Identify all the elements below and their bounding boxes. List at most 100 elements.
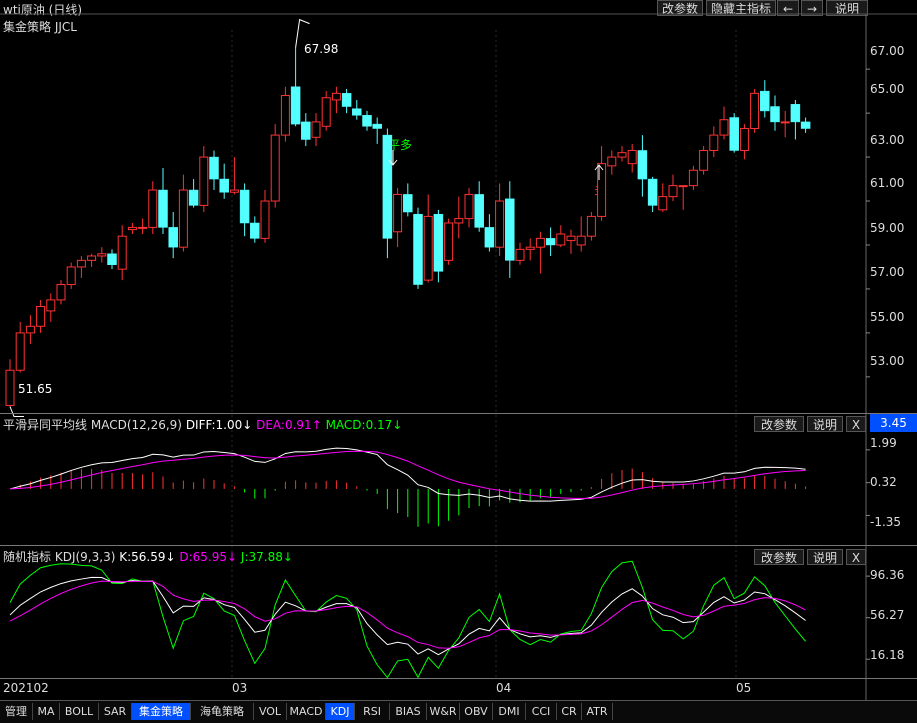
macd-close-icon[interactable]: X <box>846 416 866 432</box>
candle-body-up <box>25 325 35 334</box>
tab-bias[interactable]: BIAS <box>390 703 427 720</box>
candle-body-up <box>260 200 270 239</box>
macd-title: 平滑异同平均线 MACD(12,26,9) DIFF:1.00↓ DEA:0.9… <box>3 416 402 433</box>
d-line <box>9 580 806 649</box>
candle-body-up <box>688 169 698 187</box>
candle-body-up <box>178 189 188 248</box>
candle-body-up <box>607 156 617 167</box>
tab-sar[interactable]: SAR <box>99 703 132 720</box>
kdj-d: D:65.95↓ <box>179 550 238 564</box>
candle-body-up <box>127 226 137 231</box>
tab-kdj[interactable]: KDJ <box>326 703 355 720</box>
candle-body-down <box>729 117 739 151</box>
tab-vol[interactable]: VOL <box>254 703 287 720</box>
tab-boll[interactable]: BOLL <box>60 703 99 720</box>
hide-main-indicator-button[interactable]: 隐藏主指标 <box>706 0 776 16</box>
macd-adjust-params-button[interactable]: 改参数 <box>754 416 804 432</box>
macd-y-label: 0.32 <box>870 475 897 489</box>
kdj-close-icon[interactable]: X <box>846 549 866 565</box>
tab-wr[interactable]: W&R <box>427 703 460 720</box>
candle-body-up <box>525 246 535 250</box>
candle-body-down <box>341 93 352 107</box>
dea-line <box>9 450 806 499</box>
scroll-left-arrow-icon[interactable]: ← <box>777 0 799 16</box>
candle-body-down <box>219 178 229 193</box>
candle-body-up <box>331 92 341 101</box>
high-price-label: 67.98 <box>304 42 339 56</box>
tab-jjcl[interactable]: 集金策略 <box>132 703 191 720</box>
candle-body-up <box>627 149 637 165</box>
candle-body-up <box>566 235 576 242</box>
tab-ma[interactable]: MA <box>33 703 60 720</box>
candle-body-up <box>270 134 280 202</box>
candle-body-down <box>413 213 423 285</box>
macd-diff: DIFF:1.00↓ <box>185 418 253 432</box>
candle-body-down <box>474 194 484 228</box>
candle-body-up <box>719 119 729 136</box>
up-arrow-icon <box>594 164 604 180</box>
high-marker <box>295 18 310 48</box>
tab-cr[interactable]: CR <box>557 703 582 720</box>
tab-macd[interactable]: MACD <box>287 703 326 720</box>
candle-body-up <box>76 259 86 268</box>
tab-turtle[interactable]: 海龟策略 <box>191 703 254 720</box>
candlestick-chart <box>0 13 917 700</box>
candle-body-up <box>699 149 709 171</box>
y-label: 59.00 <box>870 221 905 235</box>
tab-dmi[interactable]: DMI <box>493 703 526 720</box>
candle-body-up <box>46 299 56 312</box>
tab-manage[interactable]: 管理 <box>0 703 33 720</box>
date-tick: 05 <box>736 681 752 695</box>
candle-body-up <box>515 248 525 261</box>
y-label: 67.00 <box>870 44 905 58</box>
candle-body-up <box>576 235 586 246</box>
candle-body-up <box>535 237 545 248</box>
current-value-badge: 3.45 <box>870 414 917 432</box>
macd-dea: DEA:0.91↑ <box>256 418 322 432</box>
kdj-title: 随机指标 KDJ(9,3,3) K:56.59↓ D:65.95↓ J:37.8… <box>3 548 293 565</box>
divider <box>0 678 917 679</box>
scroll-right-arrow-icon[interactable]: → <box>801 0 823 16</box>
candle-body-down <box>790 104 801 123</box>
candle-body-up <box>464 193 474 220</box>
candle-body-up <box>709 134 719 151</box>
tab-atr[interactable]: ATR <box>582 703 613 720</box>
candle-body-down <box>770 106 780 123</box>
kdj-help-button[interactable]: 说明 <box>807 549 843 565</box>
low-marker <box>9 406 24 418</box>
kdj-adjust-params-button[interactable]: 改参数 <box>754 549 804 565</box>
tab-rsi[interactable]: RSI <box>355 703 390 720</box>
j-line <box>9 560 806 679</box>
candle-body-down <box>209 156 219 180</box>
flat-long-signal: 平多 <box>388 138 413 152</box>
candle-body-down <box>168 227 178 248</box>
candle-body-up <box>556 233 566 246</box>
macd-y-label: 1.99 <box>870 436 897 450</box>
macd-params: MACD(12,26,9) <box>90 418 182 432</box>
candle-body-up <box>138 226 148 229</box>
candle-body-up <box>668 185 678 198</box>
adjust-params-button[interactable]: 改参数 <box>657 0 703 16</box>
candle-body-up <box>321 97 331 127</box>
candle-body-up <box>280 95 290 136</box>
candle-body-down <box>800 121 811 129</box>
candle-body-down <box>158 189 168 228</box>
candle-body-down <box>290 86 301 125</box>
macd-value: MACD:0.17↓ <box>325 418 403 432</box>
y-label: 63.00 <box>870 133 905 147</box>
candle-body-down <box>107 253 117 266</box>
tab-obv[interactable]: OBV <box>460 703 493 720</box>
candle-body-down <box>505 198 515 261</box>
kdj-y-label: 16.18 <box>870 648 905 662</box>
y-label: 61.00 <box>870 176 905 190</box>
tab-cci[interactable]: CCI <box>526 703 557 720</box>
help-button[interactable]: 说明 <box>826 0 868 16</box>
candle-body-down <box>637 150 648 180</box>
candle-body-up <box>678 185 688 188</box>
kdj-k: K:56.59↓ <box>119 550 176 564</box>
y-label: 53.00 <box>870 354 905 368</box>
macd-help-button[interactable]: 说明 <box>807 416 843 432</box>
candle-body-up <box>229 189 239 193</box>
candle-body-down <box>484 227 495 248</box>
candle-body-up <box>199 156 209 206</box>
